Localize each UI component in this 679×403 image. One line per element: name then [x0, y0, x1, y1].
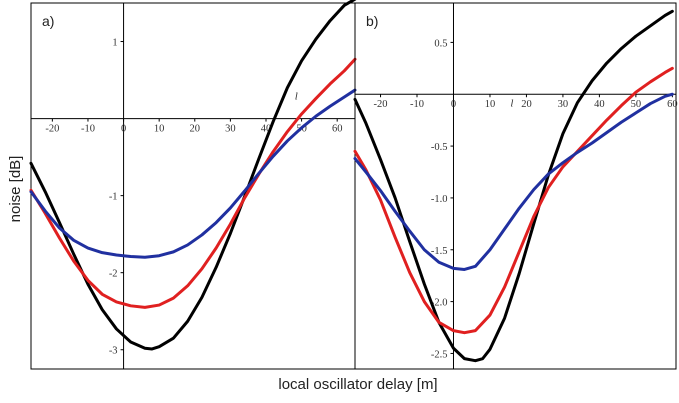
- panel-a-series-red-line: [29, 57, 357, 309]
- panel-b-y-tick-label: -0.5: [431, 142, 448, 153]
- panel-b-x-tick-label: 10: [485, 99, 496, 110]
- panel-a-x-tick-label: 0: [121, 124, 126, 135]
- panel-b-series-red-line: [353, 66, 674, 335]
- panel-a-y-tick-label: -1: [109, 192, 118, 203]
- panel-b: -20 -10 0 10 20 30 40 50 60 0.5 -0.5 -1.0 -1.5 -2.0 -2…: [353, 2, 678, 370]
- panel-a-x-tick-label: -20: [45, 124, 59, 135]
- panel-a-x-tick-label: 20: [190, 124, 201, 135]
- panel-b-x-tick-label: 0: [451, 99, 456, 110]
- panel-b-x-tick-label: -20: [374, 99, 388, 110]
- panel-b-axis-variable-label: l: [510, 98, 513, 110]
- panel-b-y-tick-label: -1.0: [431, 194, 448, 205]
- panel-a-x-tick-label: 30: [225, 124, 236, 135]
- panel-a-content: -20 -10 0 10 20 30 40 50 601-1-2-3l: [29, 0, 357, 369]
- panel-a-series-blue-line: [29, 88, 357, 259]
- panel-b-y-tick-label: -2.5: [431, 349, 448, 360]
- panel-a-y-tick-label: -2: [109, 269, 118, 280]
- panel-b-series-black-line: [353, 9, 674, 363]
- panel-b-x-tick-label: 40: [594, 99, 605, 110]
- panel-a-x-tick-label: 40: [261, 124, 272, 135]
- panel-a-x-tick-label: 60: [332, 124, 343, 135]
- panel-b-frame: [354, 2, 677, 370]
- panel-a-y-tick-label: 1: [112, 38, 117, 49]
- panel-b-label: b): [366, 13, 378, 29]
- panel-b-x-tick-label: 20: [521, 99, 532, 110]
- panel-a-series-black-line: [29, 0, 357, 351]
- panel-b-series-blue-line: [353, 92, 674, 271]
- panel-a: -20 -10 0 10 20 30 40 50 601-1-2-3l a): [29, 0, 357, 370]
- panel-b-x-tick-label: 60: [667, 99, 678, 110]
- x-axis-label: local oscillator delay [m]: [278, 376, 437, 393]
- panel-a-axis-variable-label: l: [295, 90, 298, 102]
- panel-a-x-tick-label: 10: [154, 124, 165, 135]
- y-axis-label: noise [dB]: [7, 156, 24, 223]
- panel-a-y-tick-label: -3: [109, 346, 118, 357]
- panel-b-x-tick-label: 30: [558, 99, 569, 110]
- panel-b-content: -20 -10 0 10 20 30 40 50 60 0.5 -0.5 -1.0 -1.5 -2.0 -2…: [353, 3, 678, 369]
- panel-a-label: a): [42, 13, 54, 29]
- panel-a-x-tick-label: -10: [81, 124, 95, 135]
- panel-b-x-tick-label: -10: [410, 99, 424, 110]
- panel-b-y-tick-label: -1.5: [431, 246, 448, 257]
- panel-b-y-tick-label: -2.0: [431, 298, 448, 309]
- panel-b-y-tick-label: 0.5: [434, 38, 447, 49]
- panel-b-x-tick-label: 50: [631, 99, 642, 110]
